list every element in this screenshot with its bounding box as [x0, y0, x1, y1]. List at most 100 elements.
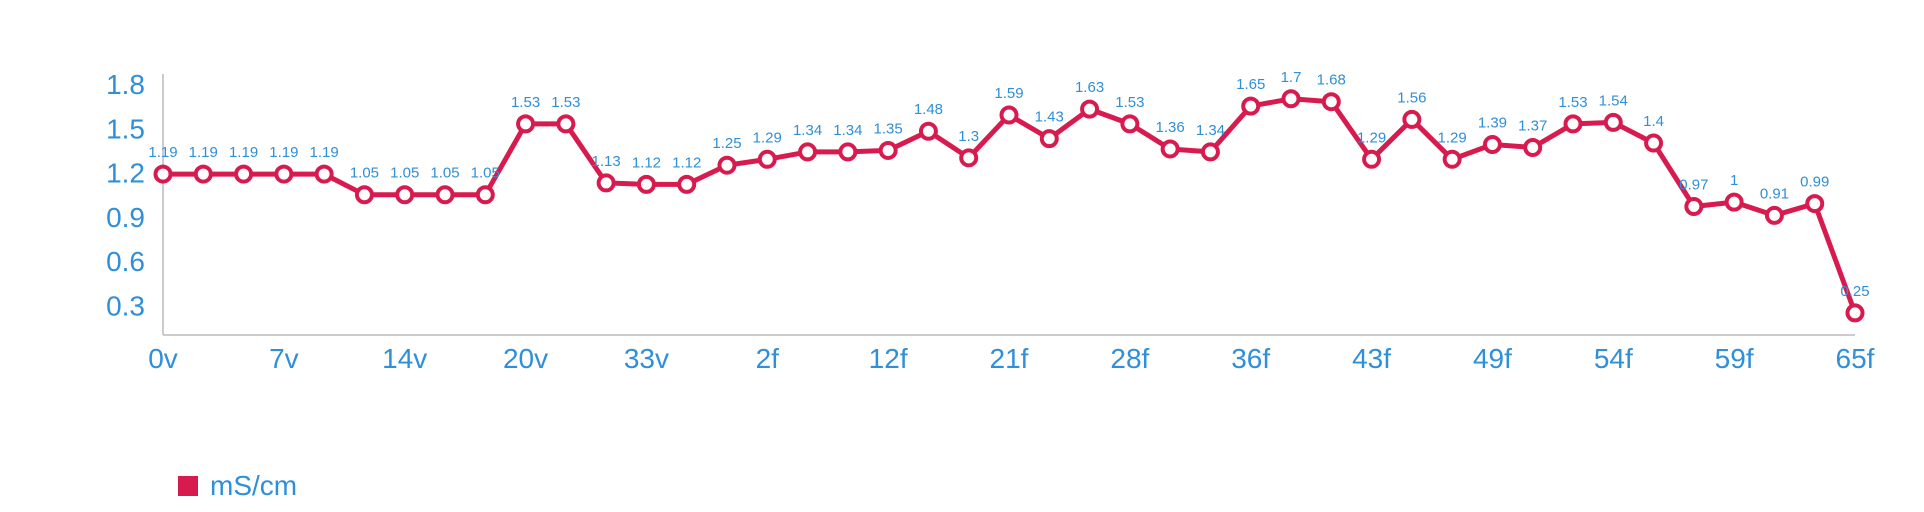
data-point: [1684, 197, 1704, 217]
data-label: 1.53: [511, 94, 540, 111]
data-label: 1.65: [1236, 76, 1265, 93]
data-point: [516, 114, 536, 134]
data-label: 1.7: [1281, 69, 1302, 86]
data-label: 1.3: [958, 128, 979, 145]
data-point: [918, 121, 938, 141]
x-tick-label: 59f: [1715, 343, 1754, 374]
data-point: [234, 164, 254, 184]
data-label: 1.34: [1196, 122, 1225, 139]
data-label: 0.91: [1760, 185, 1789, 202]
data-point: [1563, 114, 1583, 134]
data-label: 0.99: [1800, 174, 1829, 191]
data-point: [435, 185, 455, 205]
data-point: [1644, 133, 1664, 153]
x-tick-label: 21f: [990, 343, 1029, 374]
y-tick-label: 1.2: [106, 158, 145, 189]
data-point: [274, 164, 294, 184]
data-point: [1281, 89, 1301, 109]
data-label: 1.12: [672, 154, 701, 171]
data-label: 1.05: [430, 165, 459, 182]
x-tick-label: 54f: [1594, 343, 1633, 374]
y-tick-label: 1.8: [106, 69, 145, 100]
legend: mS/cm: [178, 470, 297, 502]
data-label: 1.53: [1558, 94, 1587, 111]
legend-swatch: [178, 476, 198, 496]
x-tick-label: 7v: [269, 343, 299, 374]
data-point: [153, 164, 173, 184]
data-label: 1: [1730, 172, 1738, 189]
data-point: [1362, 149, 1382, 169]
x-tick-label: 0v: [148, 343, 178, 374]
data-point: [1321, 92, 1341, 112]
data-label: 1.25: [712, 135, 741, 152]
data-label: 1.29: [1438, 129, 1467, 146]
y-tick-label: 0.9: [106, 202, 145, 233]
data-point: [314, 164, 334, 184]
data-label: 1.29: [753, 129, 782, 146]
data-label: 1.05: [390, 165, 419, 182]
data-label: 0.97: [1679, 177, 1708, 194]
data-point: [395, 185, 415, 205]
x-tick-label: 28f: [1110, 343, 1149, 374]
x-tick-label: 2f: [756, 343, 780, 374]
data-label: 1.13: [592, 153, 621, 170]
data-label: 1.19: [310, 144, 339, 161]
data-point: [959, 148, 979, 168]
data-point: [838, 142, 858, 162]
data-label: 1.05: [471, 165, 500, 182]
data-label: 1.56: [1397, 89, 1426, 106]
data-label: 1.63: [1075, 79, 1104, 96]
data-point: [636, 174, 656, 194]
data-point: [1724, 192, 1744, 212]
data-label: 1.54: [1599, 92, 1628, 109]
data-point: [1200, 142, 1220, 162]
data-label: 1.19: [189, 144, 218, 161]
data-point: [1482, 135, 1502, 155]
data-label: 1.53: [1115, 94, 1144, 111]
data-point: [999, 105, 1019, 125]
data-point: [475, 185, 495, 205]
y-tick-label: 0.6: [106, 246, 145, 277]
data-point: [1603, 112, 1623, 132]
data-point: [1241, 96, 1261, 116]
data-label: 1.59: [994, 85, 1023, 102]
x-tick-label: 33v: [624, 343, 669, 374]
y-tick-label: 0.3: [106, 290, 145, 321]
data-point: [1523, 137, 1543, 157]
data-point: [1805, 194, 1825, 214]
data-label: 1.35: [874, 120, 903, 137]
data-point: [1039, 129, 1059, 149]
data-point: [193, 164, 213, 184]
x-tick-label: 20v: [503, 343, 548, 374]
data-label: 0.25: [1840, 283, 1869, 300]
x-tick-label: 43f: [1352, 343, 1391, 374]
data-label: 1.43: [1035, 109, 1064, 126]
data-point: [596, 173, 616, 193]
data-point: [1160, 139, 1180, 159]
data-label: 1.68: [1317, 72, 1346, 89]
data-label: 1.4: [1643, 113, 1664, 130]
data-point: [1442, 149, 1462, 169]
data-point: [878, 140, 898, 160]
x-tick-label: 65f: [1836, 343, 1875, 374]
data-point: [1080, 99, 1100, 119]
x-tick-label: 12f: [869, 343, 908, 374]
data-label: 1.34: [793, 122, 822, 139]
data-label: 1.05: [350, 165, 379, 182]
data-point: [757, 149, 777, 169]
data-point: [717, 155, 737, 175]
data-label: 1.34: [833, 122, 862, 139]
x-tick-label: 14v: [382, 343, 427, 374]
y-tick-label: 1.5: [106, 113, 145, 144]
data-label: 1.39: [1478, 115, 1507, 132]
data-label: 1.29: [1357, 129, 1386, 146]
data-point: [798, 142, 818, 162]
data-label: 1.36: [1156, 119, 1185, 136]
data-point: [677, 174, 697, 194]
data-label: 1.37: [1518, 117, 1547, 134]
data-label: 1.19: [229, 144, 258, 161]
x-tick-label: 49f: [1473, 343, 1512, 374]
data-label: 1.48: [914, 101, 943, 118]
data-point: [1120, 114, 1140, 134]
